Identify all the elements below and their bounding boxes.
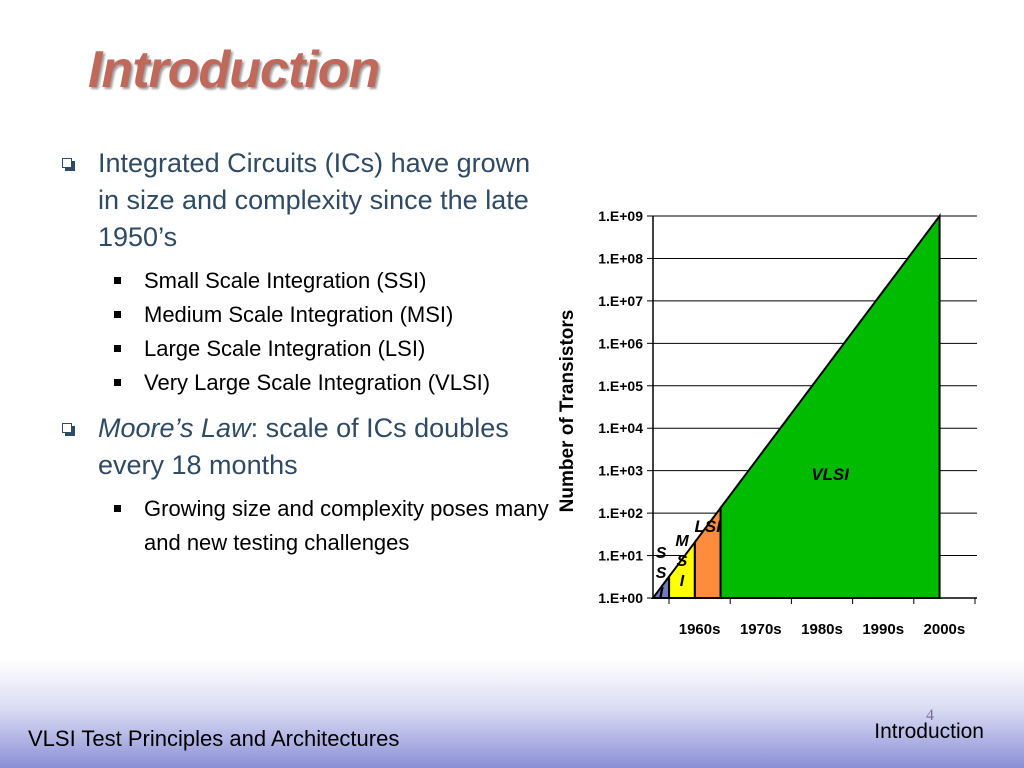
region-label: I <box>659 585 664 602</box>
bullet-moores-law: Moore’s Law: scale of ICs doubles every … <box>62 410 552 484</box>
region-label: S <box>677 553 688 570</box>
x-category-label: 1960s <box>679 621 721 638</box>
region-label: LSI <box>695 517 723 536</box>
x-category-label: 1970s <box>740 621 782 638</box>
region-label: VLSI <box>811 465 850 484</box>
square-bullet-icon <box>114 345 121 352</box>
sub-bullet-text: Growing size and complexity poses many a… <box>144 496 549 555</box>
region-label: S <box>656 565 667 582</box>
sub-bullet: Large Scale Integration (LSI) <box>62 332 552 366</box>
footer-bar: VLSI Test Principles and Architectures 4… <box>0 660 1024 768</box>
y-tick-label: 1.E+08 <box>598 250 643 266</box>
region-label: I <box>680 573 685 590</box>
y-tick-label: 1.E+00 <box>598 590 643 606</box>
hollow-square-bullet-icon <box>62 423 75 436</box>
bullet-ic-growth: Integrated Circuits (ICs) have grown in … <box>62 145 552 256</box>
x-category-label: 2000s <box>924 621 966 638</box>
sub-bullet: Growing size and complexity poses many a… <box>62 492 552 560</box>
hollow-square-bullet-icon <box>62 158 75 171</box>
region-label: M <box>675 533 689 550</box>
square-bullet-icon <box>114 379 121 386</box>
footer-section-name: Introduction <box>874 720 984 743</box>
bullet-text: : scale of ICs doubles every 18 months <box>98 413 509 480</box>
y-tick-label: 1.E+01 <box>598 548 643 564</box>
transistor-chart-svg: 1.E+00 1.E+01 1.E+02 1.E+03 1.E+04 1.E+05 1.E+… <box>557 208 977 638</box>
y-tick-label: 1.E+05 <box>598 378 643 394</box>
x-category-label: 1990s <box>862 621 904 638</box>
y-tick-label: 1.E+02 <box>598 505 643 521</box>
y-tick-label: 1.E+09 <box>598 208 643 224</box>
page-title: Introduction <box>88 41 380 99</box>
transistor-chart: 1.E+00 1.E+01 1.E+02 1.E+03 1.E+04 1.E+05 1.E+… <box>545 198 985 653</box>
region-vlsi <box>719 213 941 599</box>
sub-bullet: Small Scale Integration (SSI) <box>62 264 552 298</box>
moores-law-term: Moore’s Law <box>98 413 251 443</box>
square-bullet-icon <box>114 505 121 512</box>
square-bullet-icon <box>114 311 121 318</box>
sub-bullet-text: Small Scale Integration (SSI) <box>144 268 427 293</box>
y-tick-label: 1.E+03 <box>598 463 643 479</box>
sub-bullet: Very Large Scale Integration (VLSI) <box>62 366 552 400</box>
bullet-text: Integrated Circuits (ICs) have grown in … <box>98 148 531 252</box>
y-tick-label: 1.E+04 <box>598 420 643 436</box>
y-tick-label: 1.E+06 <box>598 335 643 351</box>
sub-bullet-text: Medium Scale Integration (MSI) <box>144 302 454 327</box>
footer-course-title: VLSI Test Principles and Architectures <box>28 726 400 751</box>
square-bullet-icon <box>114 277 121 284</box>
y-tick-label: 1.E+07 <box>598 293 643 309</box>
bullet-list: Integrated Circuits (ICs) have grown in … <box>62 145 552 560</box>
y-axis-title: Number of Transistors <box>557 310 578 513</box>
page-number: 4 <box>926 707 934 724</box>
sub-bullet-text: Large Scale Integration (LSI) <box>144 336 426 361</box>
x-category-label: 1980s <box>801 621 843 638</box>
region-label: S <box>656 545 667 562</box>
sub-bullet: Medium Scale Integration (MSI) <box>62 298 552 332</box>
sub-bullet-text: Very Large Scale Integration (VLSI) <box>144 370 491 395</box>
